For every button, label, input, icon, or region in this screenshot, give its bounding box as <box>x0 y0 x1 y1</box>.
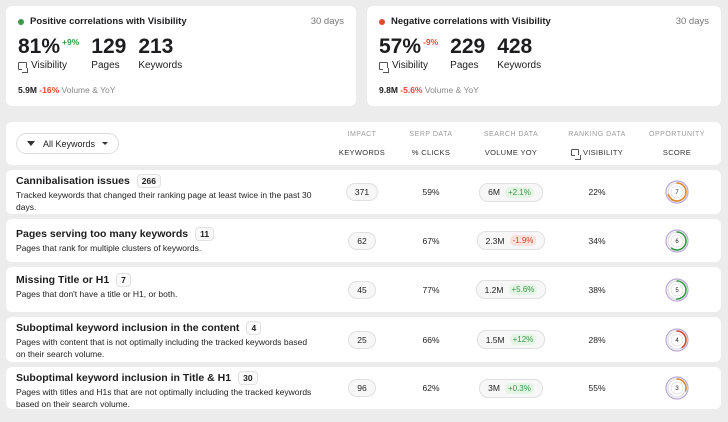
volume-pill: 2.3M -1.9% <box>476 231 546 250</box>
filter-icon <box>27 141 35 146</box>
volume-yoy: 9.8M -5.6% Volume & YoY <box>379 85 479 95</box>
column-header-volume[interactable]: SEARCH DATA VOLUME YOY <box>483 131 539 157</box>
keywords-pill: 62 <box>348 231 376 250</box>
card-title: Positive correlations with Visibility <box>30 16 187 27</box>
keywords-label: Keywords <box>497 60 542 71</box>
pages-value: 129 <box>91 35 127 58</box>
count-badge: 266 <box>136 174 161 188</box>
score-ring-icon: 3 <box>665 376 689 400</box>
row-description: Pages that rank for multiple clusters of… <box>16 243 202 253</box>
visibility-icon <box>570 149 581 160</box>
table-row[interactable]: Pages serving too many keywords 11 Pages… <box>6 219 721 262</box>
volume-change-badge: -1.9% <box>509 235 537 246</box>
keywords-value: 428 <box>497 35 533 58</box>
pages-label: Pages <box>450 60 479 71</box>
column-header-clicks[interactable]: SERP DATA % CLICKS <box>409 131 453 157</box>
visibility-icon <box>379 61 389 73</box>
table-row[interactable]: Missing Title or H1 7 Pages that don't h… <box>6 267 721 312</box>
keywords-pill: 25 <box>348 330 376 349</box>
visibility-label: Visibility <box>392 60 428 71</box>
table-row[interactable]: Cannibalisation issues 266 Tracked keywo… <box>6 170 721 214</box>
count-badge: 7 <box>116 273 131 287</box>
score-ring-icon: 4 <box>665 327 689 352</box>
row-title: Pages serving too many keywords <box>16 228 189 240</box>
keywords-pill: 371 <box>345 183 379 201</box>
visibility-delta: +9% <box>62 37 80 47</box>
volume-change-badge: +0.3% <box>504 382 534 394</box>
clicks-value: 77% <box>422 284 440 295</box>
keywords-pill: 96 <box>348 379 376 397</box>
row-description: Pages with content that is not optimally… <box>16 337 308 359</box>
volume-change-badge: +2.1% <box>504 186 534 198</box>
volume-pill: 1.2M +5.6% <box>475 280 547 299</box>
volume-pill: 3M +0.3% <box>479 378 543 398</box>
visibility-value: 55% <box>588 383 606 393</box>
opportunity-score: 5 <box>637 277 717 302</box>
count-badge: 30 <box>238 371 258 385</box>
score-value: 4 <box>675 338 679 344</box>
volume-pill: 1.5M +12% <box>476 330 546 349</box>
score-ring-icon: 6 <box>665 228 689 253</box>
table-header: All Keywords IMPACT KEYWORDS SERP DATA %… <box>6 122 721 165</box>
opportunity-score: 3 <box>637 376 717 400</box>
column-header-visibility[interactable]: RANKING DATA VISIBILITY <box>568 131 626 160</box>
row-title: Cannibalisation issues <box>16 175 130 187</box>
score-value: 3 <box>675 386 679 392</box>
row-description: Pages with titles and H1s that are not o… <box>16 387 312 409</box>
row-title: Suboptimal keyword inclusion in the cont… <box>16 322 240 334</box>
column-header-keywords[interactable]: IMPACT KEYWORDS <box>338 131 386 157</box>
volume-yoy: 5.9M -16% Volume & YoY <box>18 85 116 95</box>
opportunity-score: 6 <box>637 228 717 253</box>
pages-value: 229 <box>450 35 486 58</box>
opportunity-score: 7 <box>637 180 717 204</box>
positive-dot-icon <box>18 18 24 25</box>
row-description: Tracked keywords that changed their rank… <box>16 190 312 212</box>
clicks-value: 67% <box>422 235 440 246</box>
score-ring-icon: 7 <box>665 180 689 204</box>
table-row[interactable]: Suboptimal keyword inclusion in Title & … <box>6 367 721 409</box>
pages-label: Pages <box>91 60 120 71</box>
visibility-value: 34% <box>588 235 606 246</box>
row-title: Missing Title or H1 <box>16 274 110 286</box>
count-badge: 11 <box>195 227 215 241</box>
visibility-value: 57% <box>379 35 422 58</box>
keywords-pill: 45 <box>348 280 376 299</box>
volume-change-badge: +12% <box>509 334 537 345</box>
visibility-value: 81% <box>18 35 61 58</box>
visibility-label: Visibility <box>31 60 67 71</box>
row-description: Pages that don't have a title or H1, or … <box>16 289 178 299</box>
keywords-value: 213 <box>138 35 174 58</box>
visibility-value: 38% <box>588 284 606 295</box>
score-value: 5 <box>675 288 679 294</box>
row-title: Suboptimal keyword inclusion in Title & … <box>16 372 232 384</box>
keyword-filter-dropdown[interactable]: All Keywords <box>16 133 120 154</box>
clicks-value: 66% <box>422 334 440 345</box>
filter-label: All Keywords <box>43 138 96 149</box>
visibility-delta: -9% <box>423 37 439 47</box>
volume-pill: 6M +2.1% <box>479 182 543 202</box>
visibility-icon <box>18 61 28 73</box>
volume-change-badge: +5.6% <box>508 284 538 295</box>
negative-correlations-card: Negative correlations with Visibility 30… <box>367 6 721 106</box>
card-title: Negative correlations with Visibility <box>391 16 551 27</box>
score-value: 7 <box>675 190 679 196</box>
clicks-value: 62% <box>422 383 440 393</box>
keywords-label: Keywords <box>138 60 183 71</box>
period-label: 30 days <box>675 16 709 27</box>
chevron-down-icon <box>102 142 109 145</box>
visibility-value: 22% <box>588 187 606 197</box>
score-value: 6 <box>675 239 679 245</box>
positive-correlations-card: Positive correlations with Visibility 30… <box>6 6 356 106</box>
period-label: 30 days <box>310 16 344 27</box>
column-header-score[interactable]: OPPORTUNITY SCORE <box>649 131 705 157</box>
table-row[interactable]: Suboptimal keyword inclusion in the cont… <box>6 317 721 362</box>
clicks-value: 59% <box>422 187 440 197</box>
negative-dot-icon <box>379 18 385 25</box>
visibility-value: 28% <box>588 334 606 345</box>
count-badge: 4 <box>246 321 262 335</box>
score-ring-icon: 5 <box>665 277 689 302</box>
opportunity-score: 4 <box>637 327 717 352</box>
